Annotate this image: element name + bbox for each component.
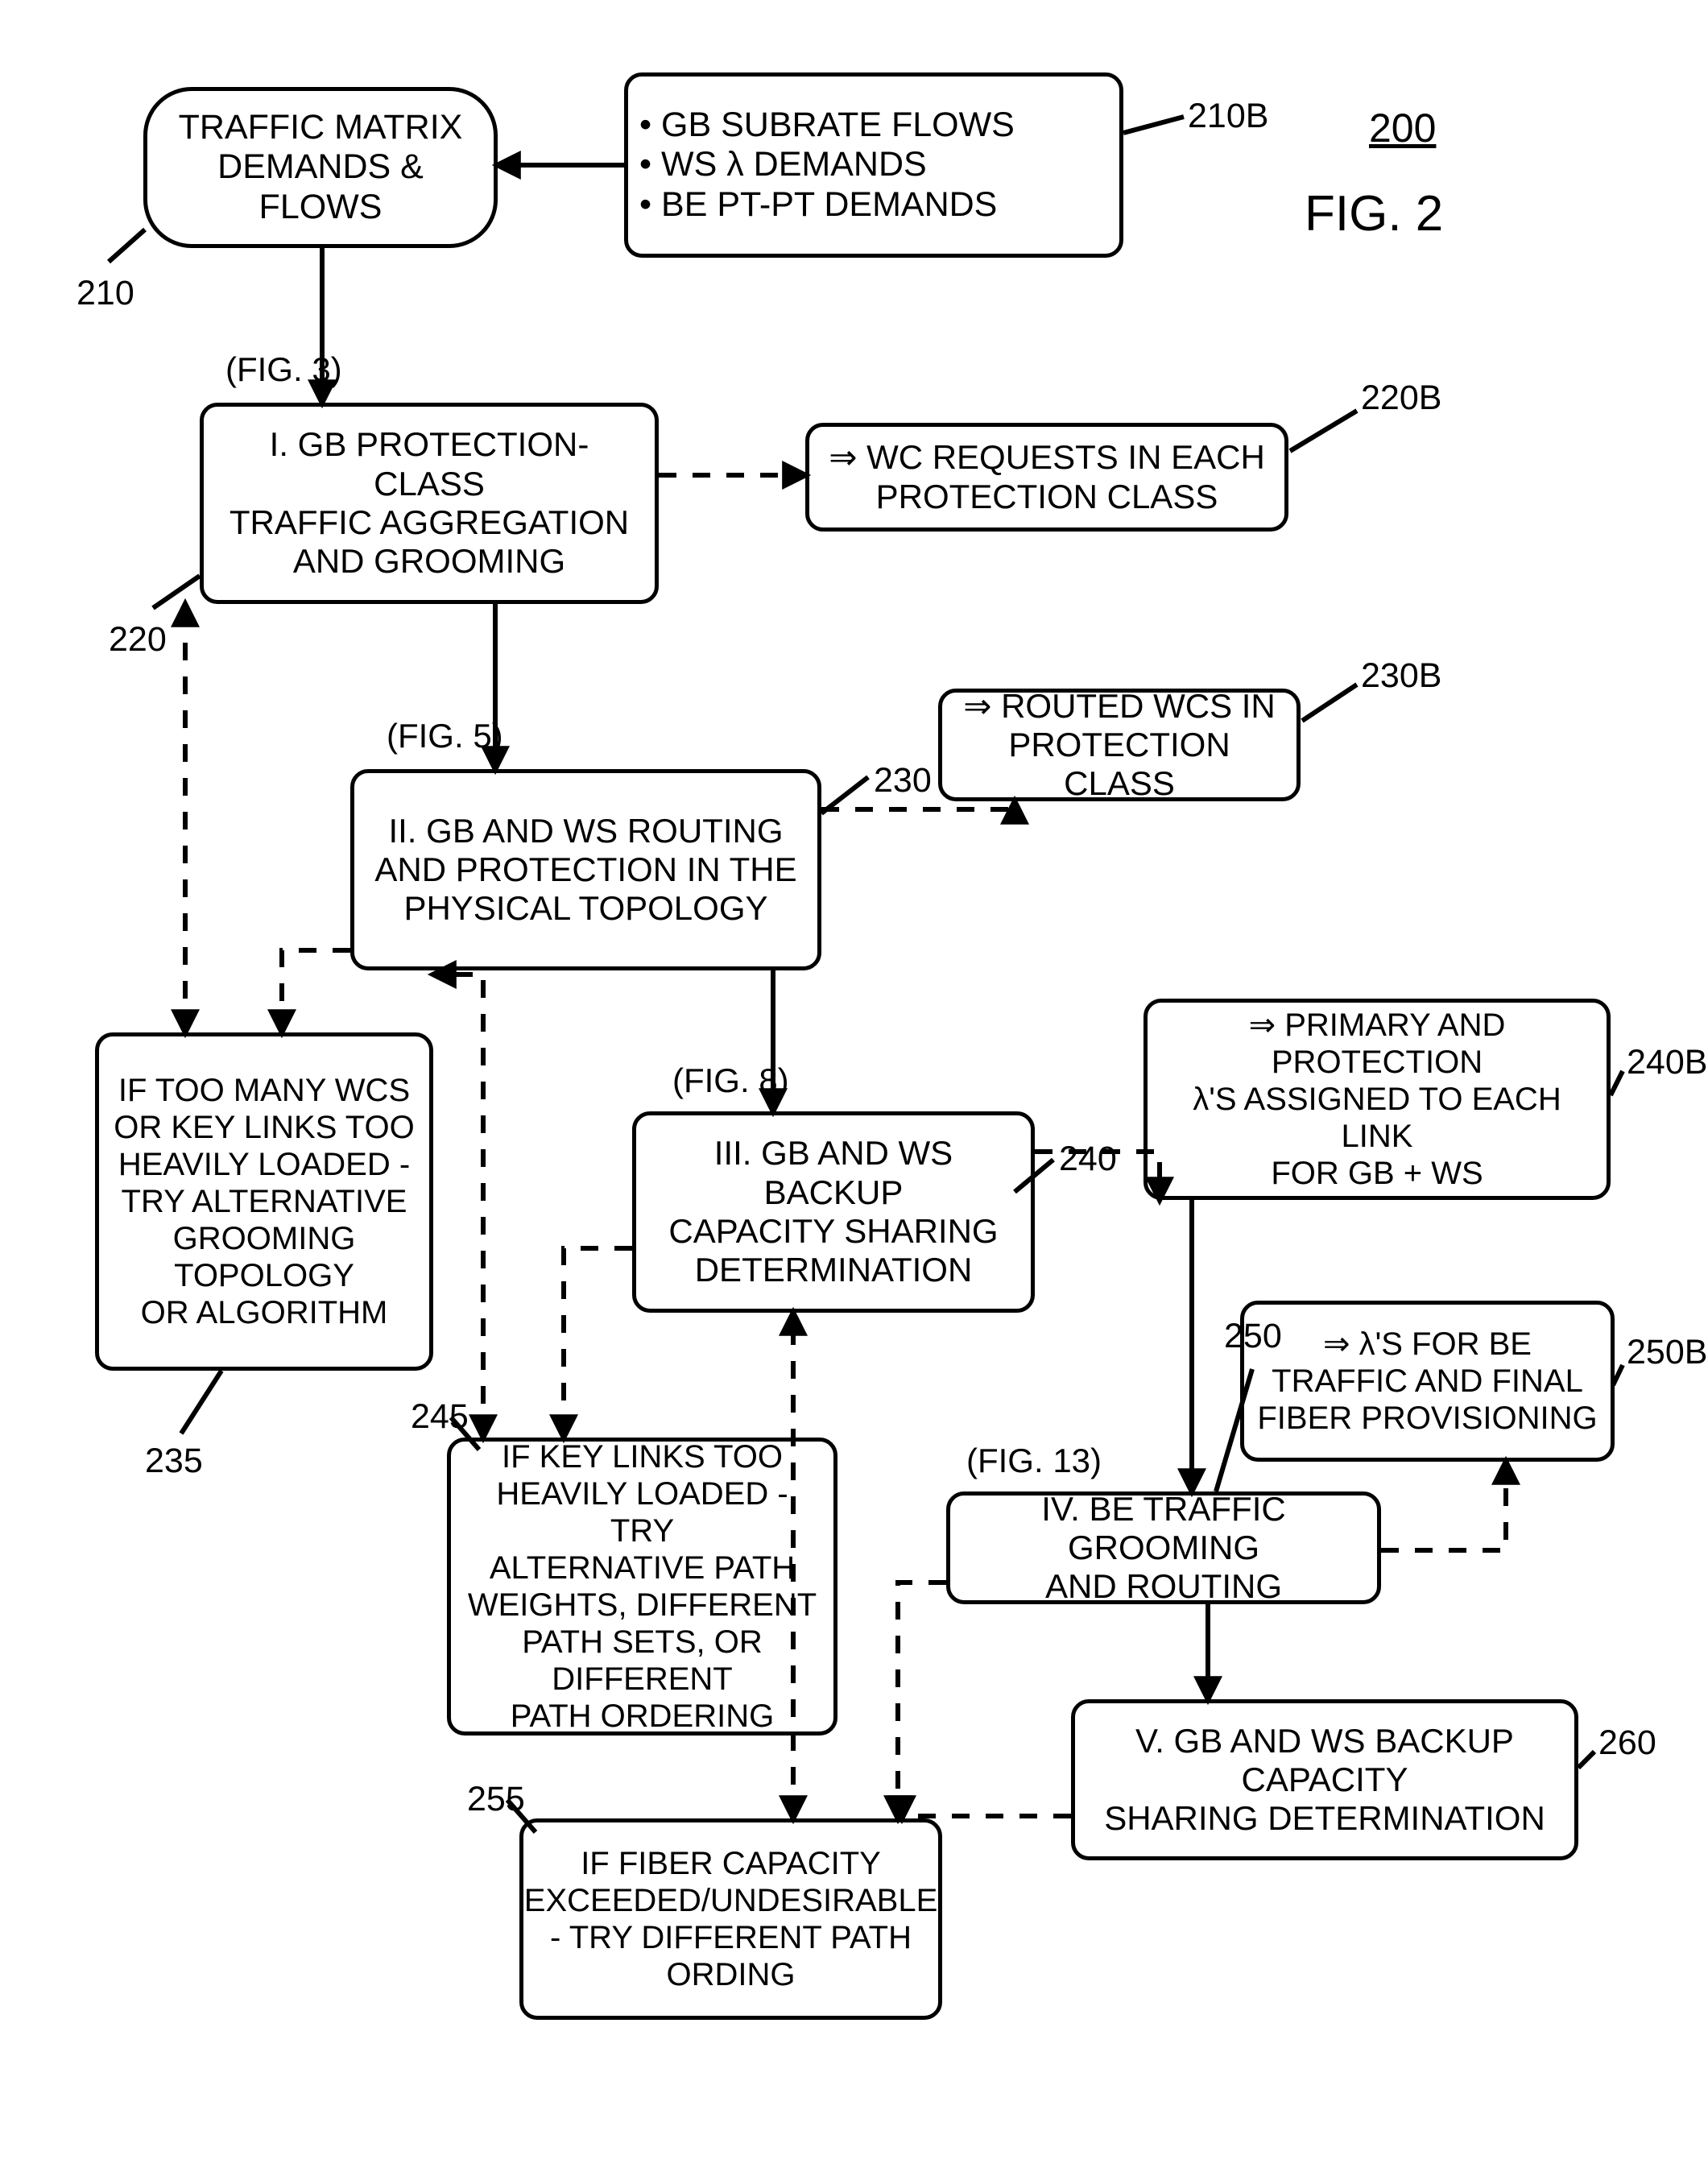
node-n250B-text: ⇒ λ'S FOR BE TRAFFIC AND FINAL FIBER PRO… bbox=[1257, 1326, 1597, 1437]
label-l250: 250 bbox=[1224, 1317, 1282, 1356]
edge-lead240B bbox=[1611, 1071, 1623, 1095]
node-n235-text: IF TOO MANY WCS OR KEY LINKS TOO HEAVILY… bbox=[110, 1072, 418, 1331]
label-l230: 230 bbox=[874, 761, 932, 801]
node-n245: IF KEY LINKS TOO HEAVILY LOADED - TRY AL… bbox=[447, 1438, 837, 1736]
node-n210B: GB SUBRATE FLOWSWS λ DEMANDSBE PT-PT DEM… bbox=[624, 72, 1123, 258]
node-n220B: ⇒ WC REQUESTS IN EACH PROTECTION CLASS bbox=[805, 423, 1288, 532]
node-n240B: ⇒ PRIMARY AND PROTECTION λ'S ASSIGNED TO… bbox=[1143, 999, 1611, 1200]
label-l210: 210 bbox=[77, 274, 134, 313]
label-l235: 235 bbox=[145, 1442, 203, 1481]
label-l245: 245 bbox=[411, 1397, 469, 1437]
diagram-canvas: TRAFFIC MATRIX DEMANDS & FLOWS GB SUBRATE… bbox=[0, 0, 1708, 2172]
node-n210B-bullet-0: GB SUBRATE FLOWS bbox=[639, 105, 1108, 145]
edge-lead235 bbox=[181, 1371, 221, 1434]
label-lfig: FIG. 2 bbox=[1305, 185, 1443, 242]
node-n245-text: IF KEY LINKS TOO HEAVILY LOADED - TRY AL… bbox=[462, 1438, 822, 1735]
label-l230B: 230B bbox=[1361, 656, 1441, 696]
node-n220: I. GB PROTECTION-CLASS TRAFFIC AGGREGATI… bbox=[200, 403, 659, 604]
node-n210B-bullets: GB SUBRATE FLOWSWS λ DEMANDSBE PT-PT DEM… bbox=[639, 105, 1108, 225]
label-l240: 240 bbox=[1059, 1140, 1117, 1179]
label-lfig5: (FIG. 5) bbox=[387, 717, 503, 755]
label-l220: 220 bbox=[109, 620, 167, 660]
edge-e9 bbox=[1381, 1462, 1506, 1550]
edge-lead230B bbox=[1302, 685, 1357, 721]
edge-fb245b bbox=[433, 974, 483, 1438]
node-n240: III. GB AND WS BACKUP CAPACITY SHARING D… bbox=[632, 1111, 1035, 1313]
node-n260: V. GB AND WS BACKUP CAPACITY SHARING DET… bbox=[1071, 1699, 1578, 1860]
label-l250B: 250B bbox=[1627, 1333, 1707, 1372]
node-n230-text: II. GB AND WS ROUTING AND PROTECTION IN … bbox=[374, 812, 796, 929]
node-n220-text: I. GB PROTECTION-CLASS TRAFFIC AGGREGATI… bbox=[215, 425, 643, 581]
edge-fb255a bbox=[898, 1582, 946, 1818]
edge-lead260 bbox=[1578, 1752, 1594, 1768]
node-n240-text: III. GB AND WS BACKUP CAPACITY SHARING D… bbox=[647, 1134, 1019, 1289]
edge-lead230 bbox=[821, 777, 868, 813]
node-n210B-bullet-1: WS λ DEMANDS bbox=[639, 145, 1108, 184]
node-n210: TRAFFIC MATRIX DEMANDS & FLOWS bbox=[143, 87, 498, 248]
edge-lead210 bbox=[109, 230, 145, 262]
node-n230: II. GB AND WS ROUTING AND PROTECTION IN … bbox=[350, 769, 821, 970]
node-n210B-bullet-2: BE PT-PT DEMANDS bbox=[639, 185, 1108, 225]
node-n250B: ⇒ λ'S FOR BE TRAFFIC AND FINAL FIBER PRO… bbox=[1240, 1301, 1615, 1462]
node-n230B: ⇒ ROUTED WCS IN PROTECTION CLASS bbox=[938, 689, 1301, 801]
node-n255-text: IF FIBER CAPACITY EXCEEDED/UNDESIRABLE -… bbox=[524, 1845, 937, 1993]
edge-lead220 bbox=[153, 576, 200, 608]
node-n250: IV. BE TRAFFIC GROOMING AND ROUTING bbox=[946, 1491, 1381, 1604]
node-n250-text: IV. BE TRAFFIC GROOMING AND ROUTING bbox=[962, 1490, 1366, 1607]
label-l220B: 220B bbox=[1361, 379, 1441, 418]
label-lfig8: (FIG. 8) bbox=[672, 1061, 789, 1100]
edge-lead210B bbox=[1123, 117, 1184, 133]
node-n210-text: TRAFFIC MATRIX DEMANDS & FLOWS bbox=[159, 108, 482, 227]
label-l200: 200 bbox=[1369, 105, 1436, 151]
node-n255: IF FIBER CAPACITY EXCEEDED/UNDESIRABLE -… bbox=[519, 1818, 942, 2020]
node-n235: IF TOO MANY WCS OR KEY LINKS TOO HEAVILY… bbox=[95, 1032, 433, 1371]
node-n240B-text: ⇒ PRIMARY AND PROTECTION λ'S ASSIGNED TO… bbox=[1159, 1007, 1595, 1192]
node-n260-text: V. GB AND WS BACKUP CAPACITY SHARING DET… bbox=[1086, 1722, 1563, 1839]
label-lfig13: (FIG. 13) bbox=[966, 1442, 1102, 1480]
edge-fb245a bbox=[564, 1248, 632, 1438]
label-lfig3: (FIG. 3) bbox=[225, 350, 342, 389]
edge-lead220B bbox=[1290, 411, 1357, 451]
label-l240B: 240B bbox=[1627, 1043, 1707, 1082]
label-l260: 260 bbox=[1598, 1723, 1656, 1763]
node-n220B-text: ⇒ WC REQUESTS IN EACH PROTECTION CLASS bbox=[829, 438, 1265, 516]
node-n230B-text: ⇒ ROUTED WCS IN PROTECTION CLASS bbox=[953, 687, 1285, 804]
label-l255: 255 bbox=[467, 1780, 525, 1819]
label-l210B: 210B bbox=[1188, 97, 1268, 136]
edge-fb235a bbox=[282, 950, 350, 1032]
